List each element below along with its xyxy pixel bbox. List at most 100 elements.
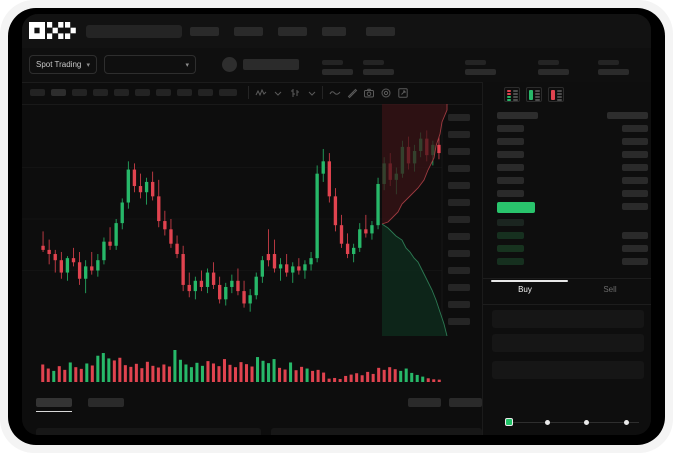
coin-avatar: [222, 57, 237, 72]
orderbook-header-right: [607, 112, 648, 119]
interval-2[interactable]: [51, 89, 66, 96]
amount-slider-knob[interactable]: [505, 418, 513, 426]
interval-5[interactable]: [114, 89, 129, 96]
line-chart-icon[interactable]: [329, 87, 341, 99]
interval-3[interactable]: [72, 89, 87, 96]
nav-item-2[interactable]: [234, 27, 263, 36]
tab-buy[interactable]: Buy: [518, 285, 532, 294]
bottom-action-1[interactable]: [408, 398, 441, 407]
orderbook-bid-size: [622, 245, 648, 252]
orderbook-ask-row[interactable]: [497, 125, 524, 132]
price-field[interactable]: [492, 334, 644, 352]
orderbook-ask-row[interactable]: [497, 164, 524, 171]
interval-8[interactable]: [177, 89, 192, 96]
volume-histogram-chart[interactable]: [22, 336, 482, 392]
bottom-tab-2[interactable]: [88, 398, 124, 407]
orderbook-view-asks[interactable]: [548, 87, 564, 102]
bottom-panel-right[interactable]: [271, 428, 482, 435]
search-input[interactable]: [86, 25, 182, 38]
nav-item-3[interactable]: [278, 27, 307, 36]
stat-change-24h-value: [363, 69, 394, 75]
indicators-icon[interactable]: [255, 87, 267, 99]
orderbook-bid-row[interactable]: [497, 219, 524, 226]
price-candlestick-chart[interactable]: [22, 104, 482, 336]
orderbook-header-left: [497, 112, 538, 119]
camera-icon[interactable]: [363, 87, 375, 99]
chart-type-icon[interactable]: [289, 87, 301, 99]
orderbook-ask-row[interactable]: [497, 190, 524, 197]
nav-item-1[interactable]: [190, 27, 219, 36]
top-navigation-bar: [22, 14, 651, 48]
slider-step-50[interactable]: [584, 420, 589, 425]
order-form-divider: [483, 304, 651, 305]
slider-step-75[interactable]: [624, 420, 629, 425]
chevron-down-icon[interactable]: [306, 87, 318, 99]
settings-gear-icon[interactable]: [380, 87, 392, 99]
chevron-down-icon[interactable]: [272, 87, 284, 99]
orderbook-bid-size: [622, 258, 648, 265]
toolbar-divider: [322, 86, 323, 99]
bottom-tab-1[interactable]: [36, 398, 72, 407]
stat-change-24h-label: [363, 60, 384, 65]
interval-1[interactable]: [30, 89, 45, 96]
orderbook-spread-price: [497, 202, 535, 213]
market-type-dropdown[interactable]: Spot Trading ▾: [29, 55, 97, 74]
toolbar-divider: [248, 86, 249, 99]
interval-6[interactable]: [135, 89, 150, 96]
interval-7[interactable]: [156, 89, 171, 96]
stat-low-24h-label: [538, 60, 559, 65]
bottom-panel-left[interactable]: [36, 428, 261, 435]
orderbook-ask-row[interactable]: [497, 151, 524, 158]
nav-item-5[interactable]: [366, 27, 395, 36]
stat-high-24h-label: [465, 60, 486, 65]
chevron-down-icon: ▾: [185, 61, 189, 69]
slider-step-25[interactable]: [545, 420, 550, 425]
orderbook-ask-size: [622, 125, 648, 132]
orderbook-bid-row[interactable]: [497, 258, 524, 265]
stat-low-24h-value: [538, 69, 569, 75]
market-type-label: Spot Trading: [36, 60, 82, 69]
bottom-action-2[interactable]: [449, 398, 482, 407]
app-screen: Spot Trading ▾ ▾: [22, 14, 651, 435]
market-subheader: Spot Trading ▾ ▾: [22, 48, 651, 83]
amount-slider-track[interactable]: [511, 422, 639, 423]
tab-sell[interactable]: Sell: [603, 285, 617, 294]
nav-item-4[interactable]: [322, 27, 346, 36]
buy-tab-active-underline: [491, 280, 568, 282]
orderbook-view-bids[interactable]: [526, 87, 542, 102]
orderbook-ask-size: [622, 203, 648, 210]
bottom-tab-active-underline: [36, 411, 72, 412]
stat-volume-24h-value: [598, 69, 629, 75]
orderbook-ask-size: [622, 138, 648, 145]
orderbook-ask-size: [622, 151, 648, 158]
ruler-icon[interactable]: [346, 87, 358, 99]
chart-toolbar: [22, 82, 482, 105]
stat-last-price-label: [322, 60, 343, 65]
bottom-tab-bar: [22, 394, 482, 414]
okx-logo-icon[interactable]: [29, 22, 77, 39]
orderbook-view-both[interactable]: [504, 87, 520, 102]
orderbook-bid-row[interactable]: [497, 232, 524, 239]
orderbook-bid-size: [622, 232, 648, 239]
trading-pair-dropdown[interactable]: ▾: [104, 55, 196, 74]
orderbook-divider: [483, 278, 651, 279]
pair-name-placeholder: [243, 59, 299, 70]
order-type-field[interactable]: [492, 310, 644, 328]
orderbook-bid-row[interactable]: [497, 245, 524, 252]
interval-4[interactable]: [93, 89, 108, 96]
orderbook-ask-size: [622, 177, 648, 184]
orderbook-and-order-panel: Buy Sell: [482, 82, 651, 435]
amount-field[interactable]: [492, 361, 644, 379]
stat-volume-24h-label: [598, 60, 619, 65]
orderbook-ask-size: [622, 164, 648, 171]
chevron-down-icon: ▾: [86, 61, 90, 69]
interval-10[interactable]: [219, 89, 237, 96]
order-form-tabs: Buy Sell: [483, 280, 651, 302]
stat-high-24h-value: [465, 69, 496, 75]
interval-9[interactable]: [198, 89, 213, 96]
stat-last-price-value: [322, 69, 353, 75]
orderbook-ask-row[interactable]: [497, 138, 524, 145]
fullscreen-icon[interactable]: [397, 87, 409, 99]
orderbook-ask-row[interactable]: [497, 177, 524, 184]
